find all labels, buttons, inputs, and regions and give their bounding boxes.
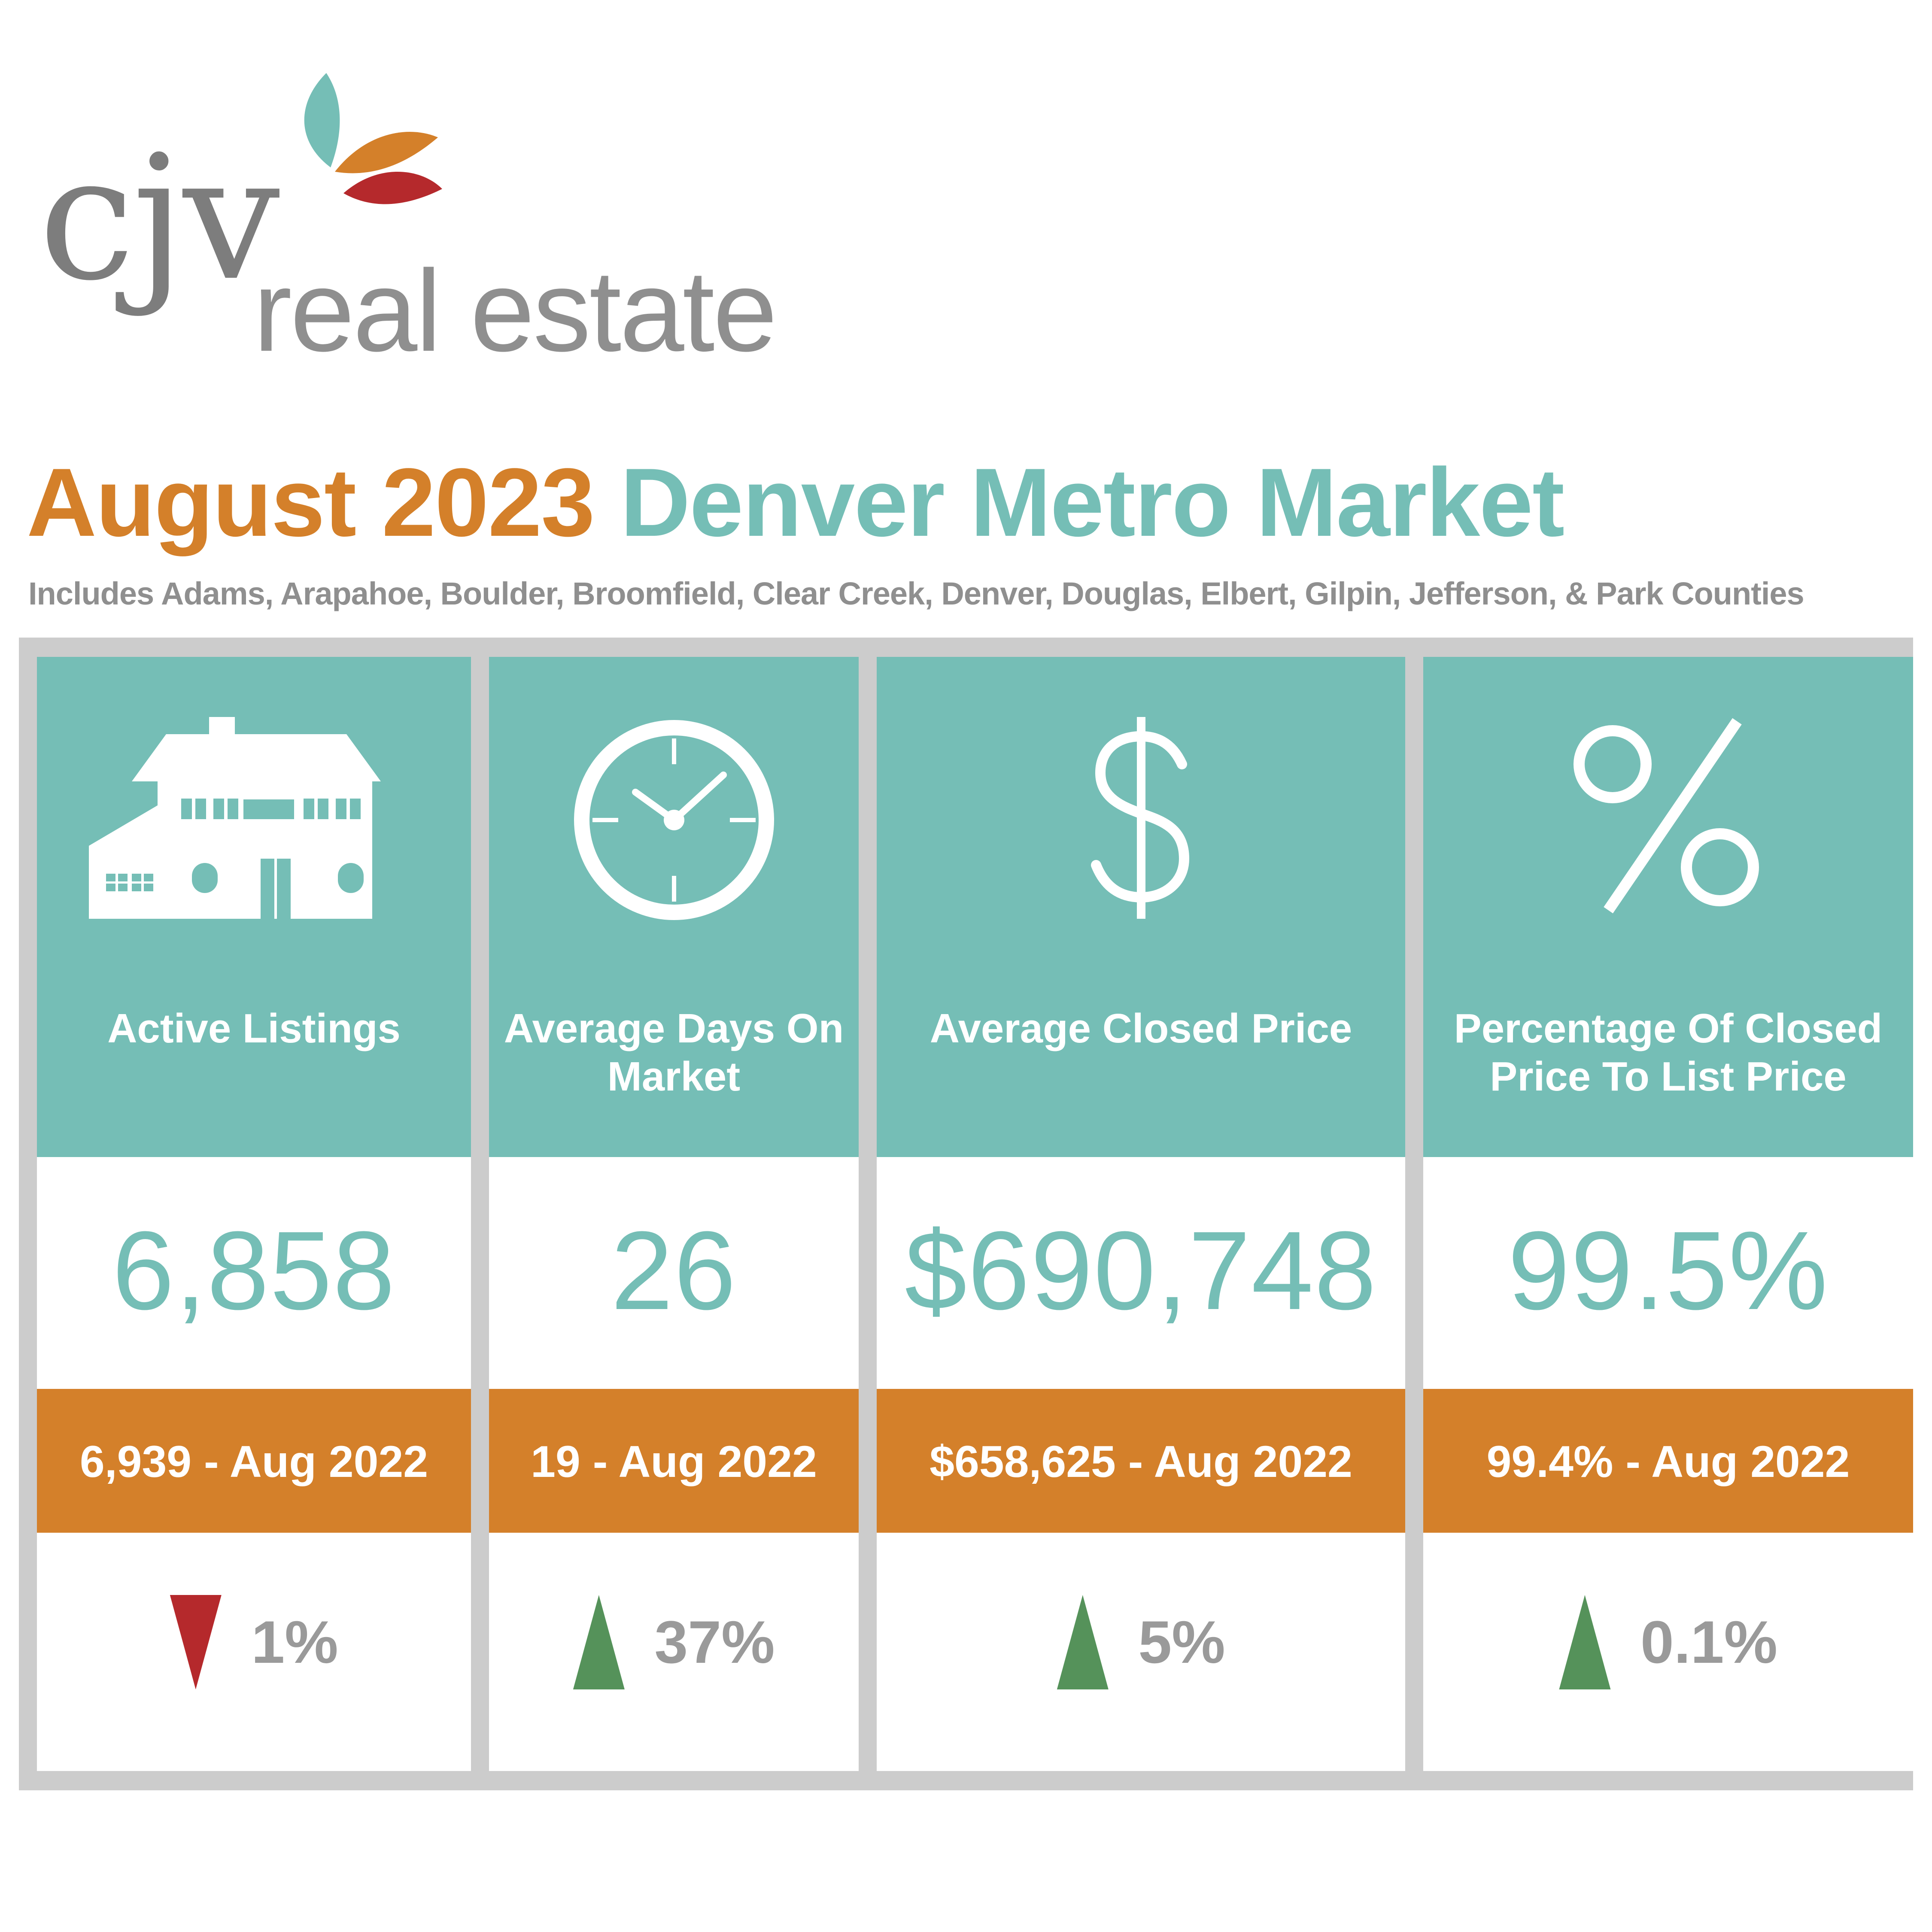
metric-value-row: 26 <box>489 1157 859 1389</box>
metric-header: Average Closed Price <box>877 657 1405 1157</box>
metric-label: Percentage Of Closed Price To List Price <box>1454 1005 1883 1100</box>
metric-change: 5% <box>1057 1595 1225 1689</box>
house-icon <box>88 717 381 919</box>
metric-prior-value: 19 - Aug 2022 <box>531 1437 817 1487</box>
metric-change-row: 37% <box>489 1533 859 1771</box>
clock-icon <box>574 720 774 920</box>
metric-value-row: 99.5% <box>1423 1157 1913 1389</box>
metric-label: Active Listings <box>107 1005 401 1051</box>
metric-change-row: 5% <box>877 1533 1405 1771</box>
metric-value: 26 <box>611 1209 737 1333</box>
metric-change-percent: 37% <box>654 1608 775 1676</box>
brand-logo: cjv real estate <box>39 64 778 369</box>
metric-header: Percentage Of Closed Price To List Price <box>1423 657 1913 1157</box>
metric-change-row: 0.1% <box>1423 1533 1913 1771</box>
trend-up-icon <box>573 1595 625 1689</box>
metric-change: 0.1% <box>1558 1595 1778 1689</box>
metric-label: Average Days On Market <box>504 1005 844 1100</box>
metric-change-percent: 5% <box>1138 1608 1225 1676</box>
metric-label: Average Closed Price <box>930 1005 1352 1051</box>
metric-header: Active Listings <box>37 657 471 1157</box>
metric-prior-value: 6,939 - Aug 2022 <box>79 1437 428 1487</box>
dollar-icon <box>1091 717 1189 919</box>
metric-prior-row: 99.4% - Aug 2022 <box>1423 1389 1913 1533</box>
metric-prior-row: $658,625 - Aug 2022 <box>877 1389 1405 1533</box>
trend-down-icon <box>170 1595 222 1689</box>
percent-icon <box>1573 718 1759 914</box>
metric-prior-row: 6,939 - Aug 2022 <box>37 1389 471 1533</box>
trend-up-icon <box>1558 1595 1610 1689</box>
metric-change-row: 1% <box>37 1533 471 1771</box>
metric-value: 6,858 <box>112 1209 396 1333</box>
metric-prior-row: 19 - Aug 2022 <box>489 1389 859 1533</box>
metric-card-price-ratio: Percentage Of Closed Price To List Price… <box>1423 657 1913 1771</box>
metric-card-closed-price: Average Closed Price $690,748 $658,625 -… <box>877 657 1405 1771</box>
metric-change-percent: 1% <box>251 1608 338 1676</box>
metric-value: 99.5% <box>1507 1209 1829 1333</box>
title-month: August 2023 <box>27 448 595 556</box>
page-subtitle: Includes Adams, Arapahoe, Boulder, Broom… <box>28 576 1804 611</box>
metric-value-row: 6,858 <box>37 1157 471 1389</box>
metric-change: 1% <box>170 1595 338 1689</box>
metric-card-active-listings: Active Listings 6,858 6,939 - Aug 2022 1… <box>37 657 471 1771</box>
metric-prior-value: 99.4% - Aug 2022 <box>1486 1437 1850 1487</box>
logo-text: real estate <box>253 246 778 376</box>
page-title: August 2023 Denver Metro Market <box>27 442 1564 562</box>
metric-change: 37% <box>573 1595 775 1689</box>
leaves-icon <box>304 73 442 204</box>
metrics-grid: Active Listings 6,858 6,939 - Aug 2022 1… <box>19 638 1913 1790</box>
metric-value-row: $690,748 <box>877 1157 1405 1389</box>
title-region: Denver Metro Market <box>620 448 1565 556</box>
metric-card-days-on-market: Average Days On Market 26 19 - Aug 2022 … <box>489 657 859 1771</box>
metric-value: $690,748 <box>905 1209 1377 1333</box>
metric-change-percent: 0.1% <box>1640 1608 1778 1676</box>
metric-prior-value: $658,625 - Aug 2022 <box>930 1437 1352 1487</box>
logo-mark: cjv <box>39 119 280 319</box>
metric-header: Average Days On Market <box>489 657 859 1157</box>
trend-up-icon <box>1057 1595 1109 1689</box>
